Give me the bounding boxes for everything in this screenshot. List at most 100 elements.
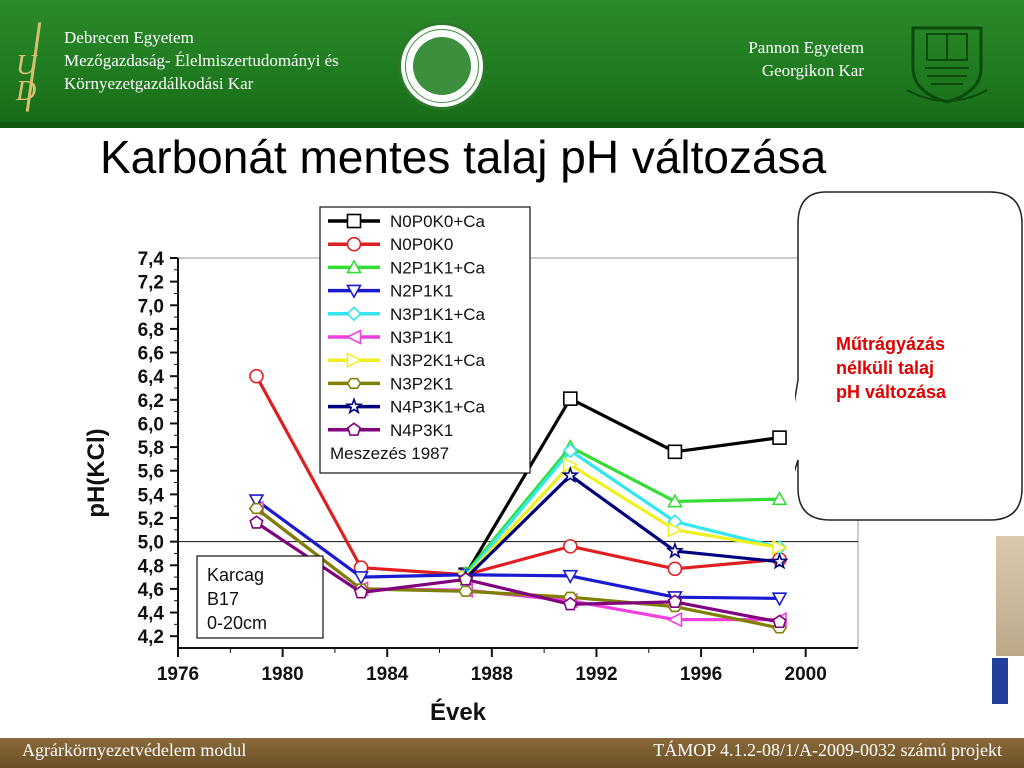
data-point-pentagon bbox=[249, 515, 264, 529]
background-blue-fragment bbox=[992, 658, 1008, 704]
x-tick-label: 1980 bbox=[261, 664, 303, 685]
data-point-triangle-right bbox=[346, 352, 363, 368]
data-point-hexagon bbox=[458, 585, 474, 597]
series-line bbox=[255, 375, 780, 577]
series-line bbox=[255, 507, 780, 630]
site-info-line: B17 bbox=[207, 589, 239, 609]
legend-label: N3P1K1+Ca bbox=[390, 305, 486, 324]
left-university-line: Mezőgazdaság- Élelmiszertudományi és bbox=[64, 51, 339, 70]
data-point-triangle-right bbox=[772, 539, 788, 556]
data-point-star bbox=[344, 397, 364, 415]
y-tick-label: 5,2 bbox=[138, 509, 164, 530]
x-tick-label: 1992 bbox=[575, 664, 617, 685]
y-tick-label: 7,2 bbox=[138, 273, 164, 294]
site-info-box: Karcag B17 0-20cm bbox=[196, 555, 324, 639]
series-group bbox=[249, 368, 787, 583]
legend-label: N2P1K1 bbox=[390, 282, 453, 301]
data-point-triangle-left bbox=[345, 329, 362, 345]
y-tick-label: 7,4 bbox=[138, 249, 165, 270]
x-tick-label: 1984 bbox=[366, 664, 409, 685]
series-line bbox=[464, 445, 780, 575]
data-point-triangle-down bbox=[353, 571, 369, 586]
legend: N0P0K0+Ca N0P0K0 N2P1K1+Ca N2P1K1 N3P1K1+Ca N… bbox=[319, 206, 531, 474]
legend-label: N2P1K1+Ca bbox=[390, 258, 486, 277]
right-university-line: Georgikon Kar bbox=[761, 61, 864, 80]
legend-label: N3P2K1 bbox=[390, 374, 453, 393]
callout-line: pH változása bbox=[836, 382, 947, 402]
y-tick-label: 4,6 bbox=[138, 580, 164, 601]
y-tick-label: 5,6 bbox=[138, 462, 164, 483]
series-line bbox=[464, 473, 780, 580]
ph-line-chart: 4,24,4 4,6 4,85,0 5,2 5,45,6 5,8 6,06,2 6,46,6 6… bbox=[83, 206, 859, 726]
callout-line: nélküli talaj bbox=[836, 358, 935, 378]
right-university-name: Pannon Egyetem Georgikon Kar bbox=[700, 36, 864, 82]
data-point-square bbox=[772, 430, 787, 445]
data-point-circle bbox=[667, 561, 683, 577]
data-point-square bbox=[667, 444, 683, 460]
data-point-triangle-down bbox=[248, 494, 265, 509]
left-university-name: Debrecen Egyetem Mezőgazdaság- Élelmisze… bbox=[64, 26, 339, 95]
footer-module-name: Agrárkörnyezetvédelem modul bbox=[22, 740, 247, 760]
data-point-circle bbox=[346, 236, 362, 252]
y-tick-label: 4,2 bbox=[138, 627, 164, 648]
data-point-pentagon bbox=[563, 596, 578, 611]
legend-label: N0P0K0+Ca bbox=[390, 212, 486, 231]
data-point-circle bbox=[563, 539, 578, 554]
y-tick-label: 5,4 bbox=[138, 485, 165, 506]
legend-label: N0P0K0 bbox=[390, 235, 453, 254]
data-point-triangle-down bbox=[346, 284, 362, 299]
data-point-pentagon bbox=[353, 584, 369, 599]
seal-emblem bbox=[413, 37, 471, 95]
left-university-line: Környezetgazdálkodási Kar bbox=[64, 74, 254, 93]
background-photo-fragment bbox=[996, 536, 1024, 656]
series-line bbox=[464, 463, 780, 579]
left-seal-logo bbox=[398, 22, 486, 110]
logo-letter: U bbox=[16, 50, 37, 81]
callout-text: Műtrágyázás nélküli talaj pH változása bbox=[836, 332, 1006, 404]
seal-ring bbox=[405, 29, 479, 103]
y-tick-label: 5,0 bbox=[138, 533, 164, 554]
data-point-triangle-down bbox=[771, 592, 788, 607]
x-tick-label: 1996 bbox=[680, 664, 722, 685]
data-point-triangle-right bbox=[667, 522, 684, 538]
legend-label: N3P1K1 bbox=[390, 328, 453, 347]
data-point-triangle-up bbox=[771, 490, 788, 506]
callout-bubble bbox=[795, 191, 1023, 521]
x-axis-title: Évek bbox=[430, 698, 487, 726]
y-tick-label: 6,8 bbox=[138, 320, 164, 341]
site-info-line: 0-20cm bbox=[207, 613, 267, 633]
site-info-line: Karcag bbox=[207, 565, 264, 585]
y-tick-label: 7,0 bbox=[138, 296, 164, 317]
data-point-pentagon bbox=[346, 422, 362, 436]
data-point-square bbox=[346, 213, 362, 229]
series-line bbox=[255, 521, 780, 624]
callout-shape bbox=[795, 191, 1023, 521]
x-tick-label: 2000 bbox=[785, 664, 827, 685]
footer-bar: Agrárkörnyezetvédelem modul TÁMOP 4.1.2-… bbox=[0, 738, 1024, 768]
header-banner bbox=[0, 0, 1024, 128]
y-axis-title: pH(KCl) bbox=[83, 428, 110, 517]
data-point-square bbox=[563, 391, 578, 406]
data-point-star bbox=[561, 465, 580, 484]
y-tick-label: 5,8 bbox=[138, 438, 164, 459]
callout-line: Műtrágyázás bbox=[836, 334, 946, 354]
legend-note: Meszezés 1987 bbox=[330, 444, 449, 463]
site-info-frame bbox=[196, 555, 324, 639]
data-point-circle bbox=[249, 368, 264, 384]
data-point-diamond bbox=[562, 443, 578, 459]
right-university-line: Pannon Egyetem bbox=[748, 38, 864, 57]
data-point-pentagon bbox=[772, 614, 787, 629]
data-point-triangle-up bbox=[346, 259, 362, 274]
data-point-pentagon bbox=[458, 571, 473, 586]
data-point-diamond bbox=[346, 306, 362, 322]
left-university-line: Debrecen Egyetem bbox=[64, 28, 194, 47]
slide-title: Karbonát mentes talaj pH változása bbox=[100, 131, 827, 183]
legend-label: N4P3K1+Ca bbox=[390, 398, 486, 417]
x-tick-label: 1988 bbox=[471, 664, 513, 685]
series-group bbox=[249, 515, 787, 629]
right-crest-logo bbox=[906, 26, 988, 104]
legend-label: N3P2K1+Ca bbox=[390, 351, 486, 370]
legend-label: N4P3K1 bbox=[390, 421, 453, 440]
series-line bbox=[464, 449, 780, 577]
